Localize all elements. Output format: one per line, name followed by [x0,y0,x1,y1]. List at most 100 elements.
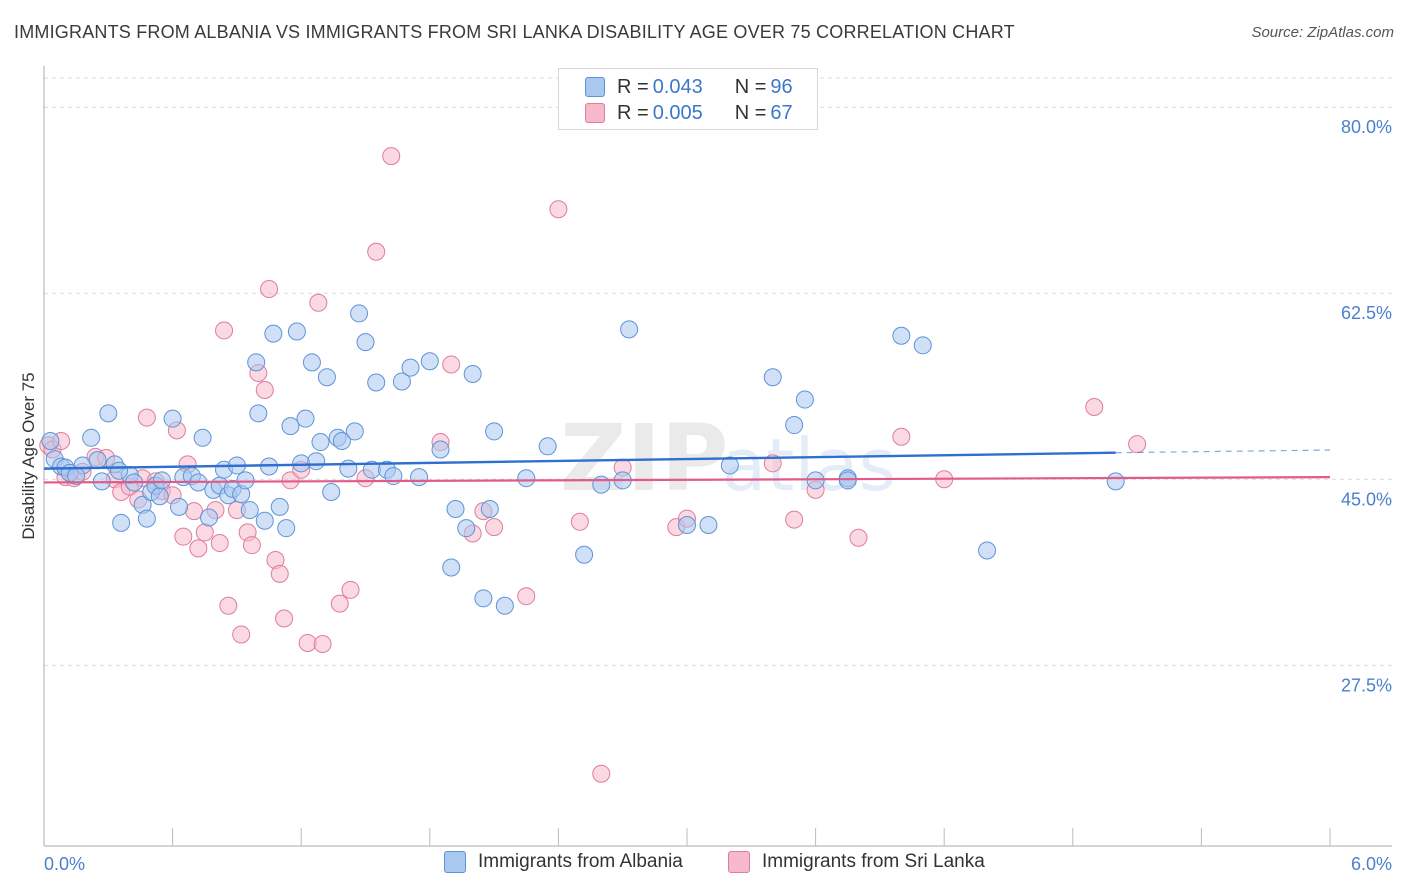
correlation-legend: R = 0.043 N = 96 R = 0.005 N = 67 [558,68,818,130]
albania-point [392,372,411,391]
albania-point [193,428,212,447]
albania-point [339,459,358,478]
albania-swatch [585,77,605,97]
axes [43,66,1392,847]
albania-point [446,500,465,519]
albania-point [110,461,129,480]
albania-point [41,431,60,450]
albania-point [332,431,351,450]
srilanka-point [570,512,589,531]
albania-point [838,471,857,490]
albania-point [480,500,499,519]
albania-point [88,451,107,470]
gridlines [44,77,1392,666]
albania-point [678,515,696,534]
albania-point [575,545,594,564]
bottom-srilanka-label: Immigrants from Sri Lanka [762,851,985,872]
albania-point [152,471,171,490]
x-tick-label-end: 6.0% [1351,854,1392,874]
srilanka-r-value: 0.005 [652,101,703,124]
srilanka-point [242,536,261,555]
albania-point [401,358,420,377]
albania-point [163,409,182,428]
srilanka-point [1085,397,1104,416]
albania-point [356,333,375,352]
srilanka-point [137,408,156,427]
albania-point [517,469,536,488]
albania-point [431,440,450,459]
y-tick-label: 62.5% [1341,303,1392,323]
albania-point [763,368,782,387]
albania-point [892,326,911,345]
srilanka-point [195,523,214,542]
albania-trend-line [43,451,1116,470]
albania-point [699,515,718,534]
albania-point [978,541,997,560]
albania-r-label: R = [617,75,649,98]
albania-point [264,324,283,343]
srilanka-point [215,321,234,340]
bottom-albania-label: Immigrants from Albania [478,851,683,872]
srilanka-swatch [585,103,605,123]
srilanka-n-label: N = [734,101,767,124]
albania-point [350,304,369,323]
srilanka-r-label: R = [617,101,649,124]
albania-point [620,320,639,339]
albania-point [592,475,611,494]
y-tick-label: 45.0% [1341,489,1392,509]
albania-point [99,404,118,423]
albania-point [200,508,219,527]
tick-labels: 27.5% 45.0% 62.5% 80.0% 0.0% 6.0% [44,117,1392,874]
albania-point [281,417,300,436]
albania-point [457,519,476,538]
albania-point [317,368,336,387]
srilanka-point [341,580,360,599]
bottom-albania-swatch [444,851,466,873]
albania-point [442,558,461,577]
srilanka-point [210,534,229,553]
y-tick-label: 27.5% [1341,675,1392,695]
albania-point [1106,472,1125,491]
srilanka-point [309,293,328,312]
srilanka-point [189,539,208,558]
albania-point [296,409,315,428]
srilanka-point [517,587,536,606]
srilanka-point [549,200,568,219]
albania-point [137,509,156,528]
x-tick-label-start: 0.0% [44,854,85,874]
albania-point [307,452,326,471]
albania-point [795,390,814,409]
albania-point [292,454,311,473]
albania-point [249,404,268,423]
srilanka-point [260,279,279,298]
albania-point [785,416,804,435]
albania-point [410,468,429,487]
series-albania-points [41,304,1125,615]
albania-point [255,511,274,530]
srilanka-point [275,609,294,628]
source-label: Source: ZipAtlas.com [1251,24,1394,41]
trend-lines [43,449,1331,484]
srilanka-point [219,596,238,615]
albania-r-value: 0.043 [652,75,703,98]
srilanka-point [367,242,386,261]
albania-point [367,373,386,392]
albania-n-label: N = [734,75,767,98]
albania-point [270,497,289,516]
legend-row-albania: R = 0.043 N = 96 [585,75,793,99]
chart-title: IMMIGRANTS FROM ALBANIA VS IMMIGRANTS FR… [14,22,1015,42]
bottom-legend-srilanka: Immigrants from Sri Lanka [728,851,985,873]
albania-point [311,433,330,452]
albania-point [236,471,255,490]
albania-point [913,336,932,355]
albania-point [247,353,266,372]
srilanka-point [232,625,251,644]
albania-trend-extension [1115,449,1331,454]
albania-point [240,501,259,520]
albania-point [474,589,493,608]
srilanka-point [313,635,332,654]
srilanka-point [849,528,868,547]
albania-point [170,497,189,516]
albania-point [322,483,341,502]
